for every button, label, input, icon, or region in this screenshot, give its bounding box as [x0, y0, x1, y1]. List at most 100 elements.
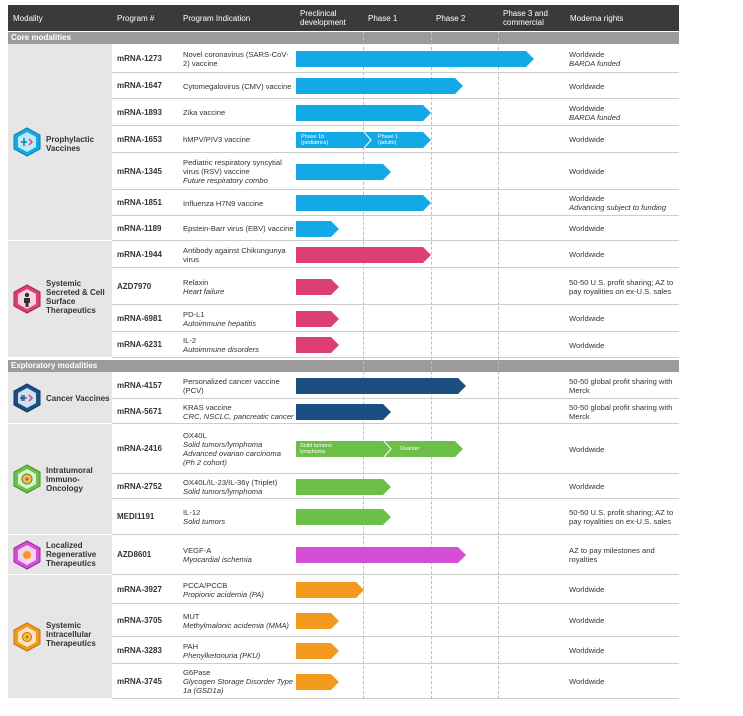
- progress-arrow-shape: [296, 642, 339, 659]
- rights-subtext: BARDA funded: [569, 58, 621, 68]
- indication-text: Pediatric respiratory syncytial virus (R…: [183, 158, 282, 176]
- phase-divider: [431, 32, 432, 699]
- rights-text: Worldwide: [569, 224, 605, 233]
- moderna-rights: Worldwide: [569, 585, 679, 594]
- arrow-segment-label: Ovarian: [400, 446, 420, 452]
- program-indication: Epstein-Barr virus (EBV) vaccine: [183, 224, 295, 233]
- program-id: mRNA-6981: [117, 313, 162, 323]
- program-id: mRNA-1345: [117, 166, 162, 176]
- rights-text: Worldwide: [569, 135, 605, 144]
- rights-text: Worldwide: [569, 585, 605, 594]
- moderna-rights: Worldwide: [569, 677, 679, 686]
- indication-text: VEGF-A: [183, 546, 212, 555]
- program-indication: Antibody against Chikungunya virus: [183, 246, 295, 264]
- program-indication: MUT Methylmalonic acidemia (MMA): [183, 612, 295, 630]
- program-indication: KRAS vaccine CRC, NSCLC, pancreatic cance…: [183, 403, 295, 421]
- rights-text: 50-50 U.S. profit sharing; AZ to pay roy…: [569, 277, 674, 296]
- header-phase1: Phase 1: [363, 5, 431, 31]
- indication-subtext: Solid tumors/lymphoma: [183, 486, 263, 496]
- row-divider: [112, 189, 679, 190]
- program-indication: OX40L Solid tumors/lymphoma Advanced ovar…: [183, 431, 295, 467]
- segment-chevron: [363, 131, 372, 148]
- row-divider: [112, 574, 679, 575]
- person-cell-icon: [13, 284, 41, 314]
- program-id: mRNA-3927: [117, 584, 162, 594]
- program-id: mRNA-2416: [117, 444, 162, 453]
- rights-text: Worldwide: [569, 340, 605, 350]
- modality-cancer-vaccines: Cancer Vaccines: [8, 372, 112, 424]
- section-core-modalities: Core modalities: [8, 32, 679, 44]
- modality-label: Localized Regenerative Therapeutics: [46, 541, 97, 568]
- vaccine-icon: [13, 127, 41, 157]
- rights-text: Worldwide: [569, 167, 605, 176]
- program-indication: PCCA/PCCB Propionic acidemia (PA): [183, 581, 295, 599]
- progress-arrow-shape: [296, 50, 534, 67]
- progress-arrow: [296, 337, 339, 353]
- progress-arrow-shape: [296, 220, 339, 237]
- moderna-rights: Worldwide: [569, 250, 679, 259]
- indication-subtext: Myocardial ischemia: [183, 555, 252, 564]
- section-exploratory-modalities: Exploratory modalities: [8, 360, 679, 372]
- moderna-rights: 50-50 U.S. profit sharing; AZ to pay roy…: [569, 508, 679, 526]
- rights-text: Worldwide: [569, 482, 605, 491]
- progress-arrow: [296, 78, 463, 94]
- cancer-vaccine-icon: [13, 383, 41, 413]
- segment-chevron: [383, 441, 392, 457]
- rights-text: Worldwide: [569, 444, 605, 454]
- indication-subtext: Future respiratory combo: [183, 176, 268, 185]
- indication-text: Antibody against Chikungunya virus: [183, 245, 286, 264]
- progress-arrow: [296, 246, 431, 263]
- progress-arrow-shape: [296, 195, 431, 211]
- indication-subtext: Solid tumors: [183, 517, 226, 526]
- arrow-segment-label: Solid tumors/ lymphoma: [300, 443, 333, 455]
- row-divider: [112, 98, 679, 99]
- program-id: mRNA-1851: [117, 198, 162, 207]
- progress-arrow-shape: [296, 509, 391, 525]
- moderna-rights: Worldwide: [569, 445, 679, 454]
- indication-text: PAH: [183, 641, 199, 651]
- program-indication: Influenza H7N9 vaccine: [183, 199, 295, 208]
- rights-text: 50-50 global profit sharing with Merck: [569, 402, 673, 421]
- indication-subtext: Phenylketonuria (PKU): [183, 650, 261, 660]
- indication-text: IL-2: [183, 336, 197, 345]
- program-indication: G6Pase Glycogen Storage Disorder Type 1a …: [183, 668, 295, 695]
- program-id: mRNA-1893: [117, 107, 162, 117]
- row-divider: [112, 267, 679, 268]
- program-id: mRNA-3705: [117, 615, 162, 625]
- progress-arrow-shape: [296, 547, 466, 563]
- progress-arrow: [296, 441, 463, 457]
- progress-arrow-shape: [296, 163, 391, 180]
- progress-arrow: [296, 104, 431, 121]
- progress-arrow-shape: [296, 278, 339, 295]
- header-modality: Modality: [8, 5, 112, 31]
- moderna-rights: Worldwide: [569, 482, 679, 491]
- row-divider: [112, 72, 679, 73]
- indication-subtext: Autoimmune disorders: [183, 345, 259, 354]
- progress-arrow-shape: [296, 78, 463, 94]
- progress-arrow-shape: [296, 673, 339, 690]
- regenerative-cell-icon: [13, 540, 41, 570]
- modality-label: Cancer Vaccines: [46, 394, 110, 403]
- moderna-rights: Worldwide: [569, 82, 679, 91]
- indication-text: IL-12: [183, 508, 201, 517]
- indication-text: OX40L/IL-23/IL-36γ (Triplet): [183, 477, 278, 487]
- program-indication: Relaxin Heart failure: [183, 278, 295, 296]
- rights-text: Worldwide: [569, 314, 605, 323]
- rights-text: Worldwide: [569, 194, 605, 203]
- program-indication: Pediatric respiratory syncytial virus (R…: [183, 158, 295, 185]
- program-indication: Personalized cancer vaccine (PCV): [183, 377, 295, 395]
- indication-text: Relaxin: [183, 277, 209, 287]
- moderna-rights: Worldwide: [569, 646, 679, 655]
- indication-subtext: Glycogen Storage Disorder Type 1a (GSD1a…: [183, 677, 294, 695]
- rights-subtext: Advancing subject to funding: [569, 203, 667, 212]
- modality-label: Systemic Intracellular Therapeutics: [46, 621, 96, 648]
- program-id: mRNA-3283: [117, 645, 162, 655]
- rights-text: 50-50 U.S. profit sharing; AZ to pay roy…: [569, 508, 674, 526]
- moderna-rights: 50-50 global profit sharing with Merck: [569, 403, 679, 421]
- row-divider: [112, 240, 679, 241]
- program-id: mRNA-1653: [117, 134, 162, 144]
- header-preclinical: Preclinical development: [295, 5, 363, 31]
- moderna-rights: AZ to pay milestones and royalties: [569, 546, 679, 564]
- progress-arrow-shape: [296, 612, 339, 629]
